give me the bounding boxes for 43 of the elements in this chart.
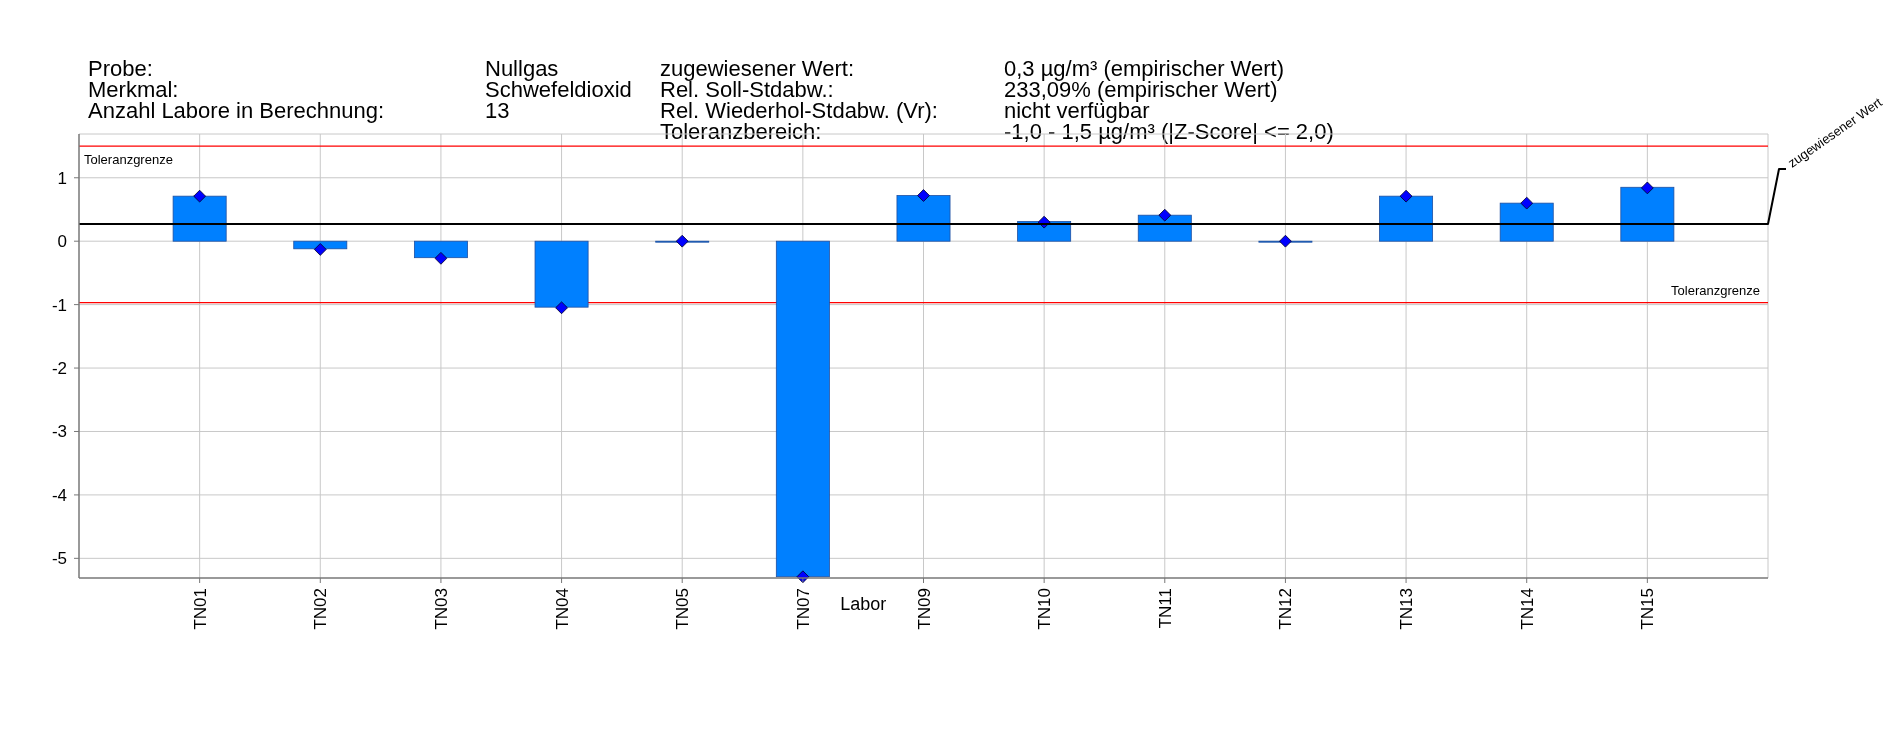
point: [193, 189, 206, 203]
x-tick-label: TN11: [1155, 588, 1175, 629]
ref-line-label: Toleranzgrenze: [84, 152, 173, 168]
bar: [1499, 202, 1554, 242]
x-tick-label: TN14: [1517, 588, 1537, 630]
point: [434, 252, 448, 265]
bar: [413, 240, 468, 259]
x-tick-label: TN03: [431, 588, 451, 630]
point: [675, 234, 689, 248]
y-tick-label: 1: [57, 168, 67, 188]
point: [555, 301, 568, 315]
point: [313, 243, 327, 256]
x-tick-label: TN01: [190, 588, 210, 630]
bar: [172, 195, 227, 242]
y-tick-label: -5: [51, 549, 67, 569]
point: [917, 189, 930, 202]
bar: [896, 195, 951, 242]
bar: [1379, 195, 1434, 242]
x-tick-label: TN02: [311, 588, 331, 630]
x-axis-title: Labor: [840, 594, 887, 614]
x-tick-label: TN13: [1397, 588, 1417, 630]
ref-line-label: Toleranzgrenze: [1671, 282, 1760, 298]
x-tick-label: TN12: [1276, 588, 1296, 630]
x-tick-label: TN15: [1638, 588, 1658, 630]
point: [1641, 181, 1654, 195]
y-tick-label: -2: [51, 359, 67, 378]
bar: [1620, 186, 1675, 242]
y-tick-label: -4: [51, 485, 67, 505]
x-tick-label: TN10: [1035, 588, 1055, 630]
point: [1158, 208, 1172, 222]
x-tick-label: TN05: [673, 588, 693, 630]
header: Probe: Nullgas zugewiesener Wert: 0,3 µg/m³ (empirischer Wert) Merkmal: Schwefeldioxid Rel. Soll-Stdabw.: 233,09% (empirischer Wert) Anzahl Labore in Berechnung: 13 Rel. Wiederhol-Stdabw. (Vr): nicht verfügbar Toleranzbereich: -1,0 - 1,5 µg/m³ (|Z-Score| <= 2,0): [88, 56, 1334, 144]
y-tick-label: -1: [51, 295, 67, 315]
y-tick-label: -3: [51, 422, 67, 442]
point: [1520, 196, 1534, 210]
point: [1279, 234, 1292, 248]
x-tick-label: TN04: [552, 588, 572, 630]
point: [1399, 189, 1413, 203]
bar: [534, 240, 589, 308]
y-tick-label: 0: [57, 232, 67, 252]
bar: [775, 240, 830, 578]
x-tick-label: TN07: [793, 588, 813, 630]
x-tick-label: TN09: [914, 588, 934, 630]
